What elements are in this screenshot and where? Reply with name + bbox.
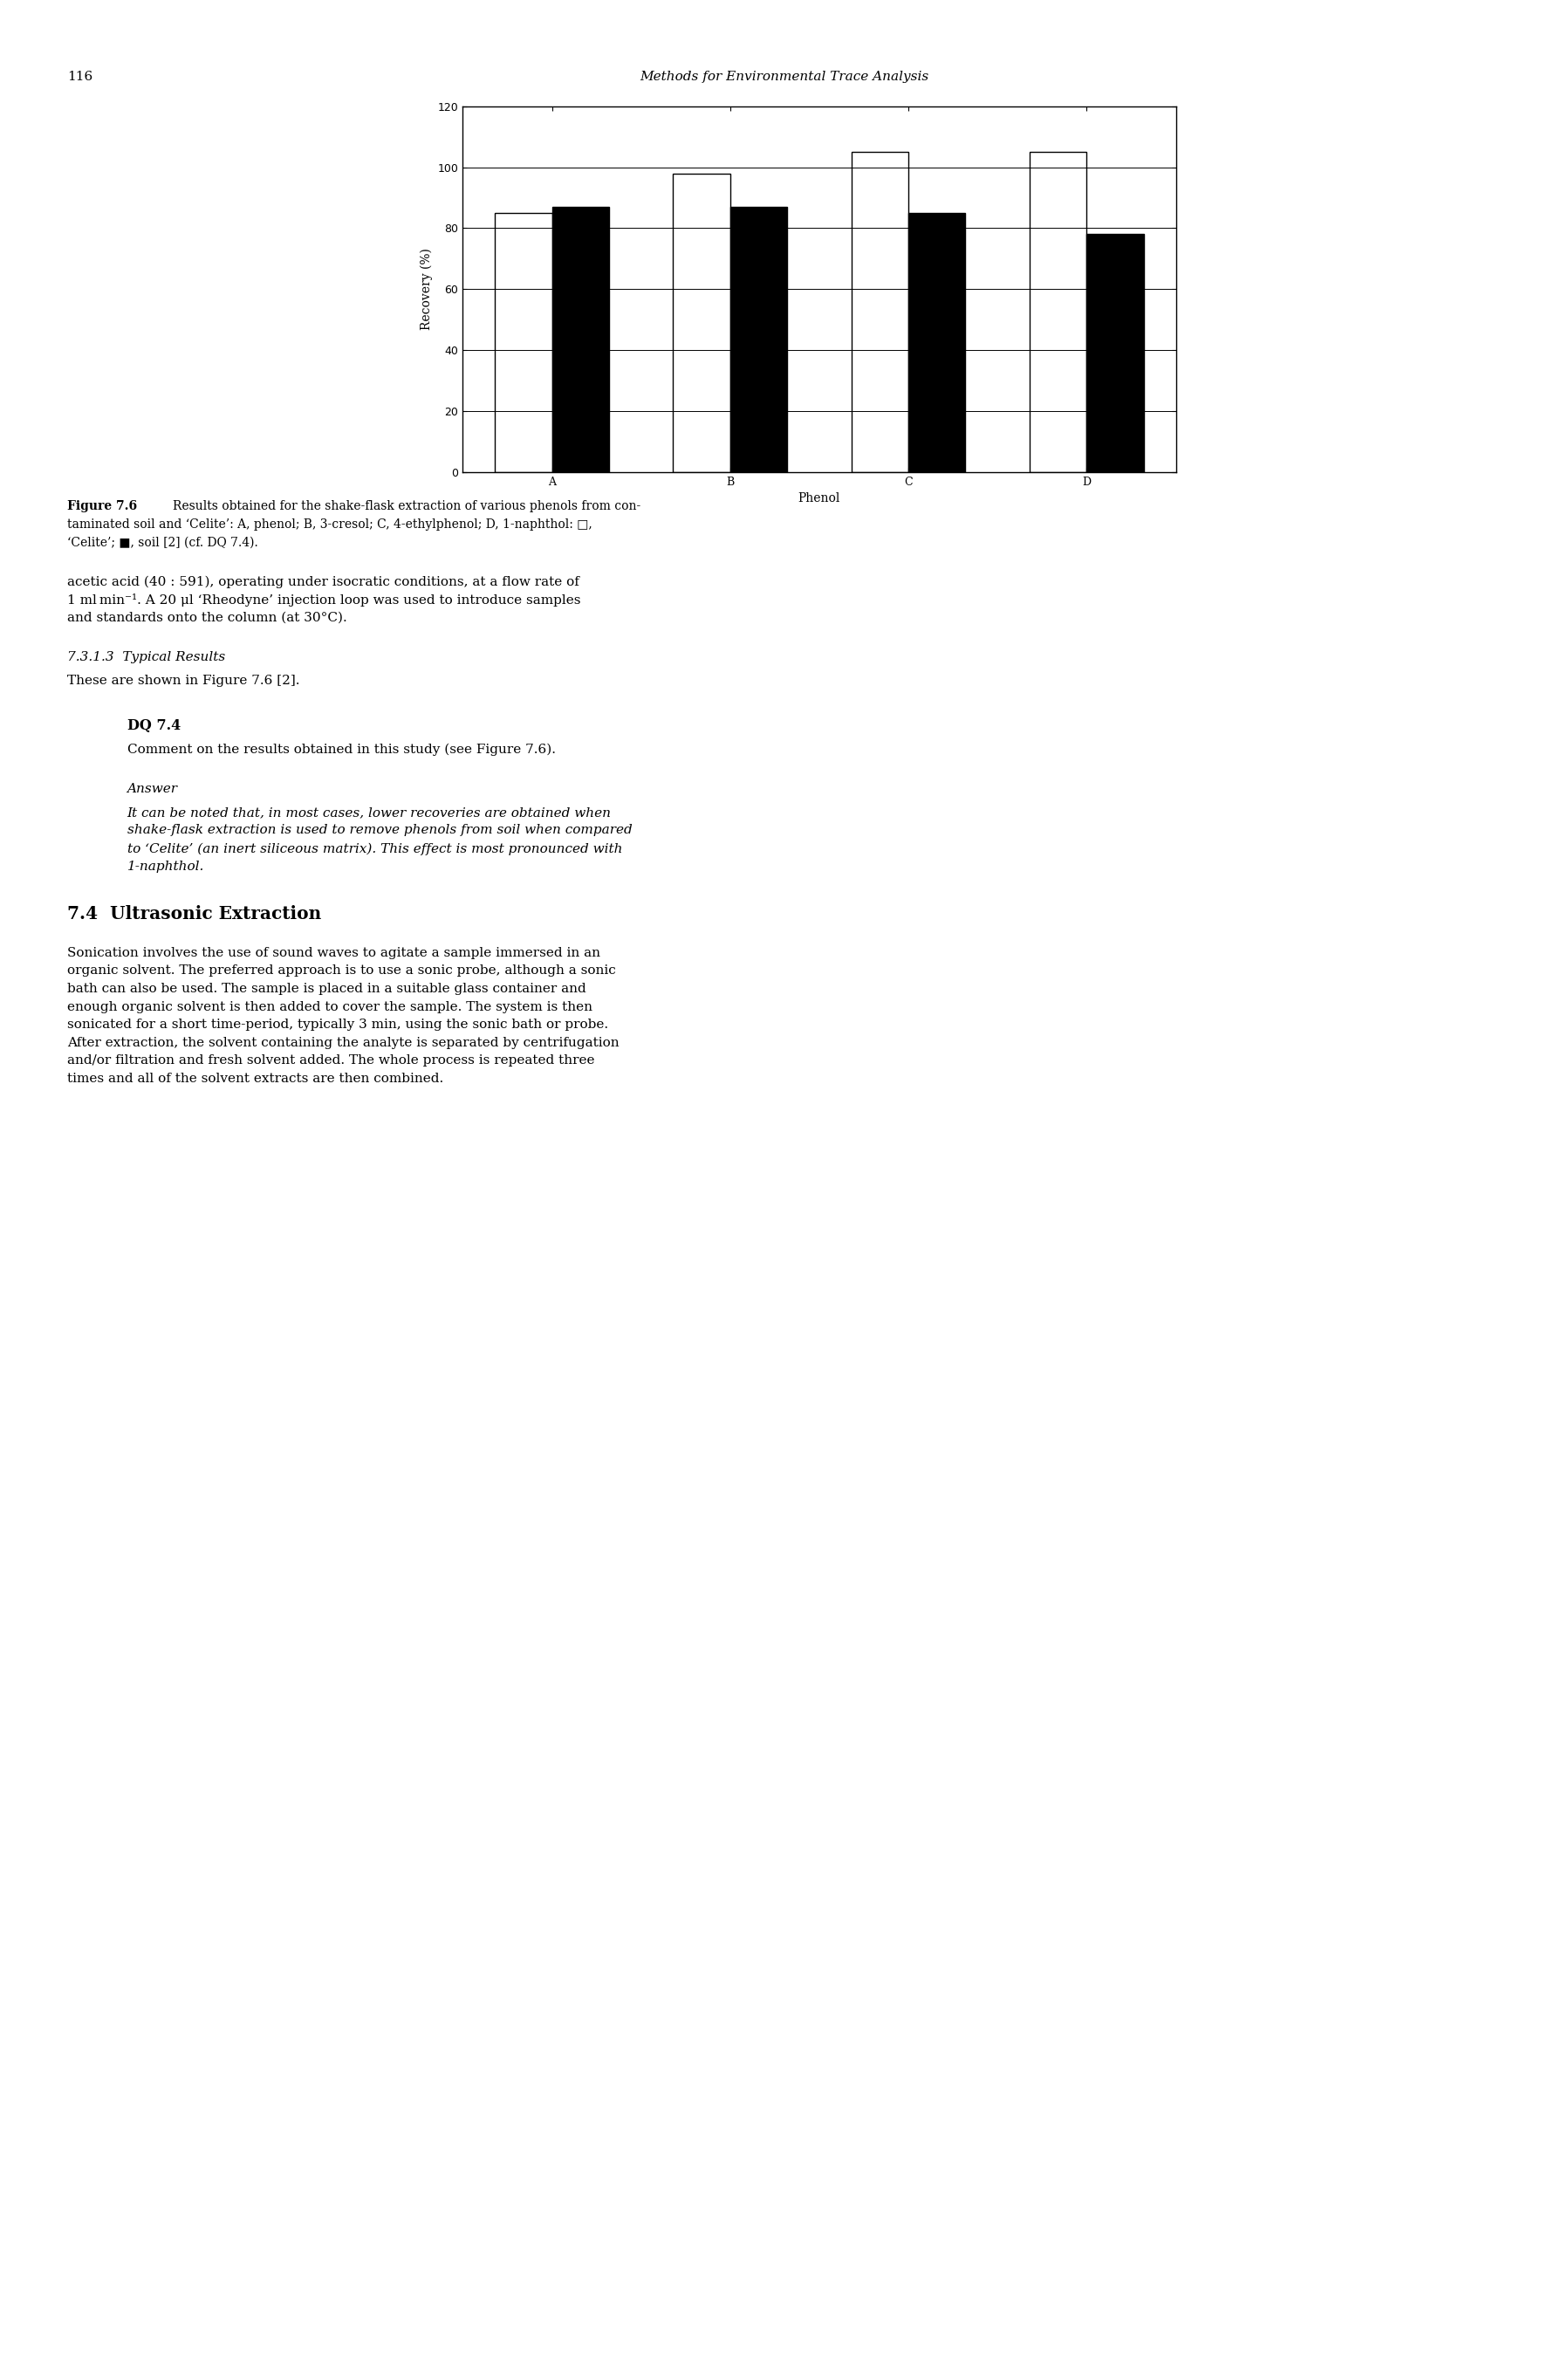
Text: and standards onto the column (at 30°C).: and standards onto the column (at 30°C).	[67, 611, 347, 623]
Bar	[1087, 234, 1143, 472]
Text: Comment on the results obtained in this study (see Figure 7.6).: Comment on the results obtained in this …	[127, 743, 555, 755]
Text: and/or filtration and fresh solvent added. The whole process is repeated three: and/or filtration and fresh solvent adde…	[67, 1055, 594, 1067]
Text: 116: 116	[67, 71, 93, 83]
Text: 1 ml min⁻¹. A 20 μl ‘Rheodyne’ injection loop was used to introduce samples: 1 ml min⁻¹. A 20 μl ‘Rheodyne’ injection…	[67, 595, 580, 607]
Y-axis label: Recovery (%): Recovery (%)	[420, 248, 433, 330]
Text: shake-flask extraction is used to remove phenols from soil when compared: shake-flask extraction is used to remove…	[127, 824, 632, 835]
Bar	[673, 172, 731, 472]
Text: taminated soil and ‘Celite’: A, phenol; B, 3-cresol; C, 4-ethylphenol; D, 1-naph: taminated soil and ‘Celite’: A, phenol; …	[67, 519, 593, 531]
X-axis label: Phenol: Phenol	[798, 493, 840, 505]
Text: sonicated for a short time-period, typically 3 min, using the sonic bath or prob: sonicated for a short time-period, typic…	[67, 1020, 608, 1031]
Text: Methods for Environmental Trace Analysis: Methods for Environmental Trace Analysis	[640, 71, 928, 83]
Text: times and all of the solvent extracts are then combined.: times and all of the solvent extracts ar…	[67, 1074, 444, 1086]
Text: Sonication involves the use of sound waves to agitate a sample immersed in an: Sonication involves the use of sound wav…	[67, 946, 601, 958]
Bar	[552, 208, 608, 472]
Text: After extraction, the solvent containing the analyte is separated by centrifugat: After extraction, the solvent containing…	[67, 1036, 619, 1048]
Text: bath can also be used. The sample is placed in a suitable glass container and: bath can also be used. The sample is pla…	[67, 982, 586, 996]
Text: 7.3.1.3  Typical Results: 7.3.1.3 Typical Results	[67, 651, 226, 663]
Text: enough organic solvent is then added to cover the sample. The system is then: enough organic solvent is then added to …	[67, 1001, 593, 1012]
Text: 7.4  Ultrasonic Extraction: 7.4 Ultrasonic Extraction	[67, 906, 321, 923]
Text: acetic acid (40 : 591), operating under isocratic conditions, at a flow rate of: acetic acid (40 : 591), operating under …	[67, 576, 580, 588]
Text: 1-naphthol.: 1-naphthol.	[127, 861, 204, 873]
Text: Results obtained for the shake-flask extraction of various phenols from con-: Results obtained for the shake-flask ext…	[172, 500, 640, 512]
Text: Figure 7.6: Figure 7.6	[67, 500, 138, 512]
Bar	[495, 212, 552, 472]
Text: DQ 7.4: DQ 7.4	[127, 717, 180, 734]
Text: Answer: Answer	[127, 784, 177, 795]
Text: ‘Celite’; ■, soil [2] (cf. DQ 7.4).: ‘Celite’; ■, soil [2] (cf. DQ 7.4).	[67, 536, 259, 548]
Bar	[731, 208, 787, 472]
Text: organic solvent. The preferred approach is to use a sonic probe, although a soni: organic solvent. The preferred approach …	[67, 965, 616, 977]
Bar	[1030, 151, 1087, 472]
Text: It can be noted that, in most cases, lower recoveries are obtained when: It can be noted that, in most cases, low…	[127, 807, 612, 819]
Text: to ‘Celite’ (an inert siliceous matrix). This effect is most pronounced with: to ‘Celite’ (an inert siliceous matrix).…	[127, 843, 622, 854]
Bar	[908, 212, 966, 472]
Text: These are shown in Figure 7.6 [2].: These are shown in Figure 7.6 [2].	[67, 675, 299, 687]
Bar	[851, 151, 908, 472]
